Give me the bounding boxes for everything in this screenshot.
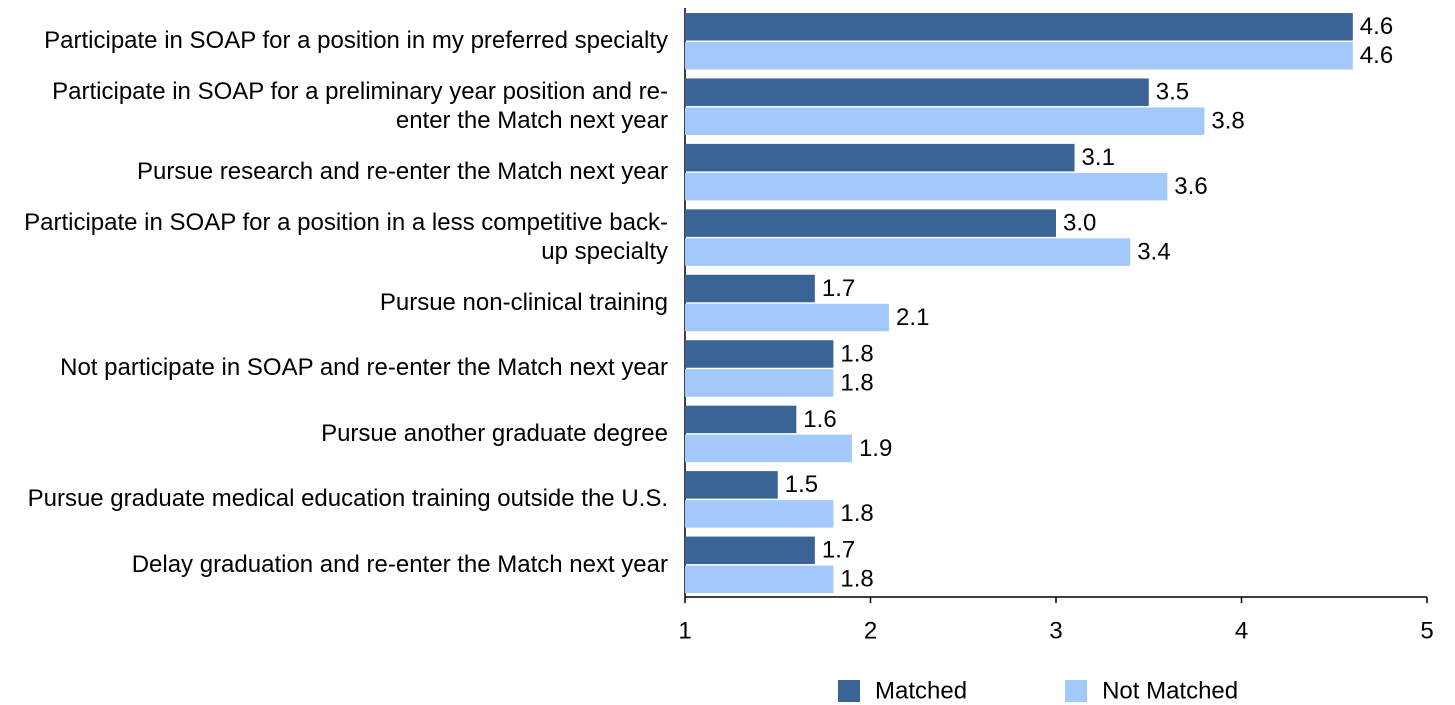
bar [685,500,834,528]
category-label: Pursue graduate medical education traini… [27,485,668,513]
category-label: Pursue non-clinical training [379,288,668,316]
x-tick-label: 1 [678,617,691,644]
category-label: Pursue research and re-enter the Match n… [137,158,668,186]
bar [685,536,815,565]
bar [685,143,1075,172]
value-label: 1.8 [840,566,873,593]
x-tick-label: 3 [1049,617,1062,644]
bar [685,209,1056,237]
value-label: 1.8 [840,340,873,367]
value-label: 2.1 [896,304,929,331]
bar [685,340,834,368]
bar [685,172,1168,201]
category-label: Delay graduation and re-enter the Match … [131,550,668,578]
x-tick-label: 2 [864,617,877,644]
legend-swatch [1065,680,1088,702]
value-label: 1.7 [822,275,855,302]
bar [685,369,834,397]
x-tick-label: 4 [1235,617,1248,644]
value-label: 4.6 [1360,42,1393,69]
value-label: 1.9 [859,435,892,462]
value-label: 3.6 [1174,173,1207,200]
legend-label: Not Matched [1102,677,1238,704]
bar [685,13,1353,41]
bar [685,303,890,332]
legend-label: Matched [875,677,967,704]
bar [685,434,852,463]
bar [685,42,1353,70]
value-label: 1.7 [822,537,855,564]
value-label: 4.6 [1360,13,1393,40]
category-label: Not participate in SOAP and re-enter the… [60,354,668,382]
bar [685,107,1205,135]
value-label: 1.8 [840,369,873,396]
bar [685,471,778,499]
value-label: 3.5 [1156,79,1189,106]
category-label: Participate in SOAP for a position in my… [44,27,668,55]
x-tick-label: 5 [1420,617,1433,644]
legend-swatch [838,680,860,702]
bar [685,78,1149,106]
bar [685,274,815,303]
bar [685,565,834,594]
bar [685,238,1131,266]
category-label: Participate in SOAP for a position in a … [24,209,668,266]
value-label: 1.6 [803,406,836,433]
bar [685,405,797,434]
value-label: 3.1 [1082,144,1115,171]
value-label: 3.4 [1137,238,1170,265]
category-label: Pursue another graduate degree [321,419,668,447]
value-label: 3.8 [1211,108,1244,135]
value-label: 1.8 [840,500,873,527]
value-label: 3.0 [1063,209,1096,236]
value-label: 1.5 [785,471,818,498]
category-label: Participate in SOAP for a preliminary ye… [52,78,668,135]
